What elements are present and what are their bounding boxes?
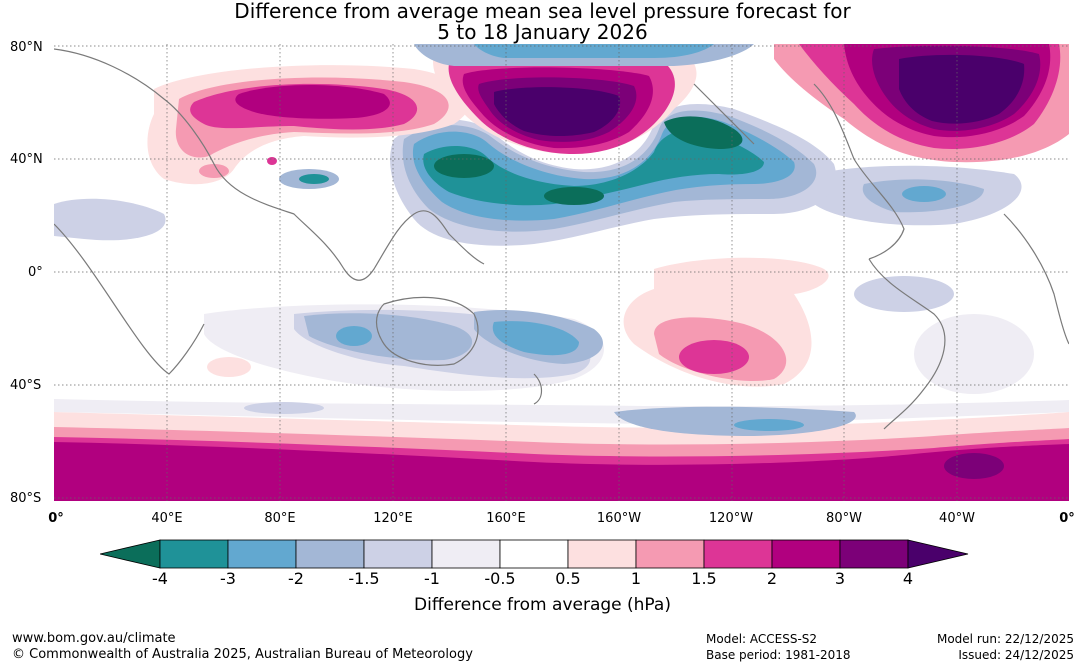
colorbar-tick-label: -3 (220, 569, 236, 588)
colorbar-segment (567, 539, 637, 569)
coastlines (54, 48, 1069, 430)
colorbar-segment (159, 539, 229, 569)
lon-label-160w: 160°W (596, 511, 642, 526)
south-pacific-lows (204, 304, 604, 391)
colorbar-label: Difference from average (hPa) (414, 595, 671, 615)
chart-title-line1: Difference from average mean sea level p… (234, 0, 851, 23)
lon-label-120e: 120°E (373, 511, 413, 526)
colorbar-tick-label: -1 (424, 569, 440, 588)
colorbar-segment-min (100, 539, 161, 569)
colorbar-segment (499, 539, 569, 569)
lon-label-0-left: 0° (48, 511, 64, 526)
footer-model-run: Model run: 22/12/2025 (936, 632, 1074, 646)
colorbar-tick-label: -0.5 (484, 569, 516, 588)
colorbar-segment (703, 539, 773, 569)
colorbar-segment-max (907, 539, 969, 569)
colorbar-tick-label: 2 (766, 569, 778, 588)
colorbar-segment (295, 539, 365, 569)
colorbar-segment (635, 539, 705, 569)
footer-base-period: Base period: 1981-2018 (706, 648, 851, 662)
colorbar-segment (363, 539, 433, 569)
tropical-lilac-patch (54, 198, 166, 241)
gulf-of-alaska-high (414, 44, 754, 154)
pressure-anomaly-map (54, 44, 1069, 501)
graticule (54, 44, 1069, 501)
lat-label-80s: 80°S (10, 491, 42, 506)
colorbar-tick-label: -4 (152, 569, 168, 588)
lon-label-0-right: 0° (1059, 511, 1075, 526)
colorbar-segment (227, 539, 297, 569)
colorbar-tick-label: -2 (288, 569, 304, 588)
chart-title-line2: 5 to 18 January 2026 (437, 20, 648, 44)
colorbar-tick-label: 1 (630, 569, 642, 588)
footer-url[interactable]: www.bom.gov.au/climate (12, 631, 176, 646)
colorbar-segment (771, 539, 841, 569)
lat-label-40s: 40°S (10, 378, 42, 393)
indian-ocean-high-patch (207, 357, 251, 377)
lat-label-40n: 40°N (10, 152, 43, 167)
greenland-high (774, 44, 1069, 163)
north-atlantic-low (814, 165, 1022, 226)
lat-label-80n: 80°N (10, 40, 43, 55)
footer-model: Model: ACCESS-S2 (706, 632, 818, 646)
southern-high-band (54, 412, 1069, 501)
lon-label-80w: 80°W (826, 511, 862, 526)
south-atlantic-low (914, 314, 1034, 394)
colorbar-tick-label: -1.5 (348, 569, 380, 588)
siberian-high (147, 65, 471, 185)
lat-label-eq: 0° (28, 265, 43, 280)
lon-label-120w: 120°W (708, 511, 754, 526)
footer-copyright: © Commonwealth of Australia 2025, Austra… (12, 647, 473, 662)
lon-label-40w: 40°W (939, 511, 975, 526)
colorbar (100, 539, 969, 569)
southern-low-band (54, 399, 1069, 436)
colorbar-tick-label: 1.5 (691, 569, 717, 588)
lon-label-80e: 80°E (264, 511, 296, 526)
colorbar-tick-label: 3 (834, 569, 846, 588)
colorbar-tick-label: 0.5 (555, 569, 581, 588)
footer-issued: Issued: 24/12/2025 (958, 648, 1074, 662)
colorbar-tick-label: 4 (902, 569, 914, 588)
south-pacific-high (623, 257, 829, 387)
colorbar-segment (839, 539, 909, 569)
colorbar-segment (431, 539, 501, 569)
lon-label-160e: 160°E (486, 511, 526, 526)
lon-label-40e: 40°E (151, 511, 183, 526)
